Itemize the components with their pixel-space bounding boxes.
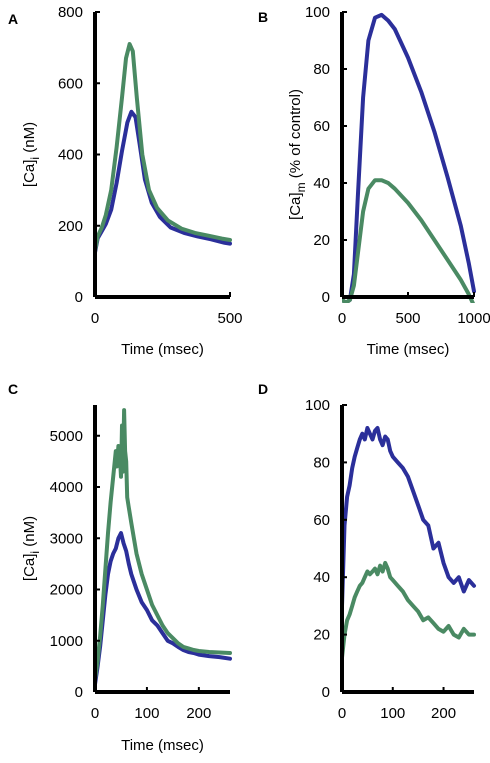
y-tick-label: 2000 bbox=[50, 582, 83, 599]
y-tick-label: 0 bbox=[322, 684, 330, 701]
y-tick-label: 100 bbox=[305, 4, 330, 21]
x-tick-label: 0 bbox=[338, 705, 346, 722]
series-line-blue bbox=[342, 12, 476, 303]
panel-letter: C bbox=[8, 381, 18, 397]
panel-d: D 0 20 40 60 80 100 0 100 200 bbox=[258, 381, 476, 722]
y-tick-label: 400 bbox=[58, 147, 83, 164]
y-tick-label: 0 bbox=[75, 289, 83, 306]
panel-c: C 0 1000 2000 3000 4000 5000 0 100 200 Time (msec)… bbox=[8, 381, 232, 754]
series-line-green bbox=[342, 560, 476, 660]
y-tick-label: 60 bbox=[313, 118, 330, 135]
y-tick-label: 1000 bbox=[50, 633, 83, 650]
x-tick-label: 100 bbox=[134, 705, 159, 722]
series-line-blue bbox=[342, 426, 476, 608]
y-tick-label: 100 bbox=[305, 397, 330, 414]
y-tick-label: 0 bbox=[75, 684, 83, 701]
x-tick-label: 100 bbox=[380, 705, 405, 722]
y-tick-label: 5000 bbox=[50, 428, 83, 445]
x-axis-title: Time (msec) bbox=[121, 341, 204, 358]
x-axis-title: Time (msec) bbox=[367, 341, 450, 358]
y-tick-label: 600 bbox=[58, 75, 83, 92]
x-tick-label: 0 bbox=[338, 310, 346, 327]
x-tick-label: 1000 bbox=[457, 310, 490, 327]
series-line-green bbox=[95, 42, 232, 253]
y-tick-label: 20 bbox=[313, 232, 330, 249]
panel-a: A 0 200 400 600 800 0 500 Time (msec) [Ca]i (nM) bbox=[8, 4, 243, 358]
y-tick-label: 80 bbox=[313, 454, 330, 471]
x-axis-title: Time (msec) bbox=[121, 737, 204, 754]
panel-letter: A bbox=[8, 11, 18, 27]
y-tick-label: 40 bbox=[313, 569, 330, 586]
y-tick-label: 40 bbox=[313, 175, 330, 192]
x-tick-label: 200 bbox=[186, 705, 211, 722]
y-tick-label: 800 bbox=[58, 4, 83, 21]
y-tick-label: 3000 bbox=[50, 530, 83, 547]
x-tick-label: 200 bbox=[431, 705, 456, 722]
series-line-blue bbox=[95, 109, 232, 255]
y-axis-title: [Ca]i (nM) bbox=[21, 516, 42, 581]
x-tick-label: 500 bbox=[395, 310, 420, 327]
panel-letter: D bbox=[258, 381, 268, 397]
y-axis-title: [Ca]m (% of control) bbox=[287, 89, 308, 220]
y-tick-label: 80 bbox=[313, 61, 330, 78]
series-line-green bbox=[342, 178, 476, 303]
y-tick-label: 0 bbox=[322, 289, 330, 306]
x-tick-label: 500 bbox=[217, 310, 242, 327]
y-tick-label: 20 bbox=[313, 627, 330, 644]
y-axis-title: [Ca]i (nM) bbox=[21, 122, 42, 187]
y-tick-label: 4000 bbox=[50, 479, 83, 496]
y-tick-label: 60 bbox=[313, 512, 330, 529]
y-tick-label: 200 bbox=[58, 218, 83, 235]
x-tick-label: 0 bbox=[91, 705, 99, 722]
x-tick-label: 0 bbox=[91, 310, 99, 327]
panel-letter: B bbox=[258, 9, 268, 25]
series-line-green bbox=[95, 408, 232, 682]
series-line-blue bbox=[95, 531, 232, 687]
